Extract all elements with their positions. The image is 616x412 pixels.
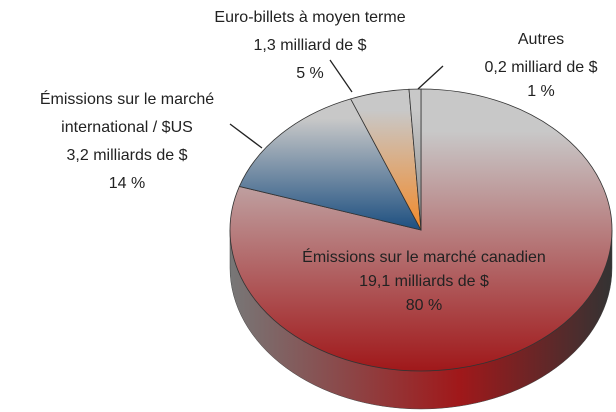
amount-label: 3,2 milliards de $ — [67, 147, 188, 164]
leader-line — [417, 65, 444, 90]
slice-label: Euro-billets à moyen terme — [214, 9, 405, 26]
amount-label: 19,1 milliards de $ — [359, 273, 489, 290]
value-label: 1 % — [527, 83, 555, 100]
pie-slice — [238, 98, 422, 231]
pie-slice — [408, 88, 422, 231]
labels: Émissions sur le marché canadien 19,1 mil… — [40, 9, 598, 314]
pie-slice — [229, 88, 613, 372]
slice-label: Émissions sur le marché canadien — [302, 247, 546, 266]
value-label: 14 % — [109, 175, 145, 192]
value-label: 80 % — [406, 297, 442, 314]
amount-label: 1,3 milliard de $ — [254, 37, 367, 54]
amount-label: 0,2 milliard de $ — [485, 59, 598, 76]
leader-line — [229, 123, 263, 149]
slice-label: Autres — [518, 31, 564, 48]
pie — [229, 88, 613, 410]
leader-line — [329, 59, 353, 93]
slice-label: Émissions sur le marché — [40, 89, 214, 108]
value-label: 5 % — [296, 65, 324, 82]
slice-label: international / $US — [61, 119, 193, 136]
